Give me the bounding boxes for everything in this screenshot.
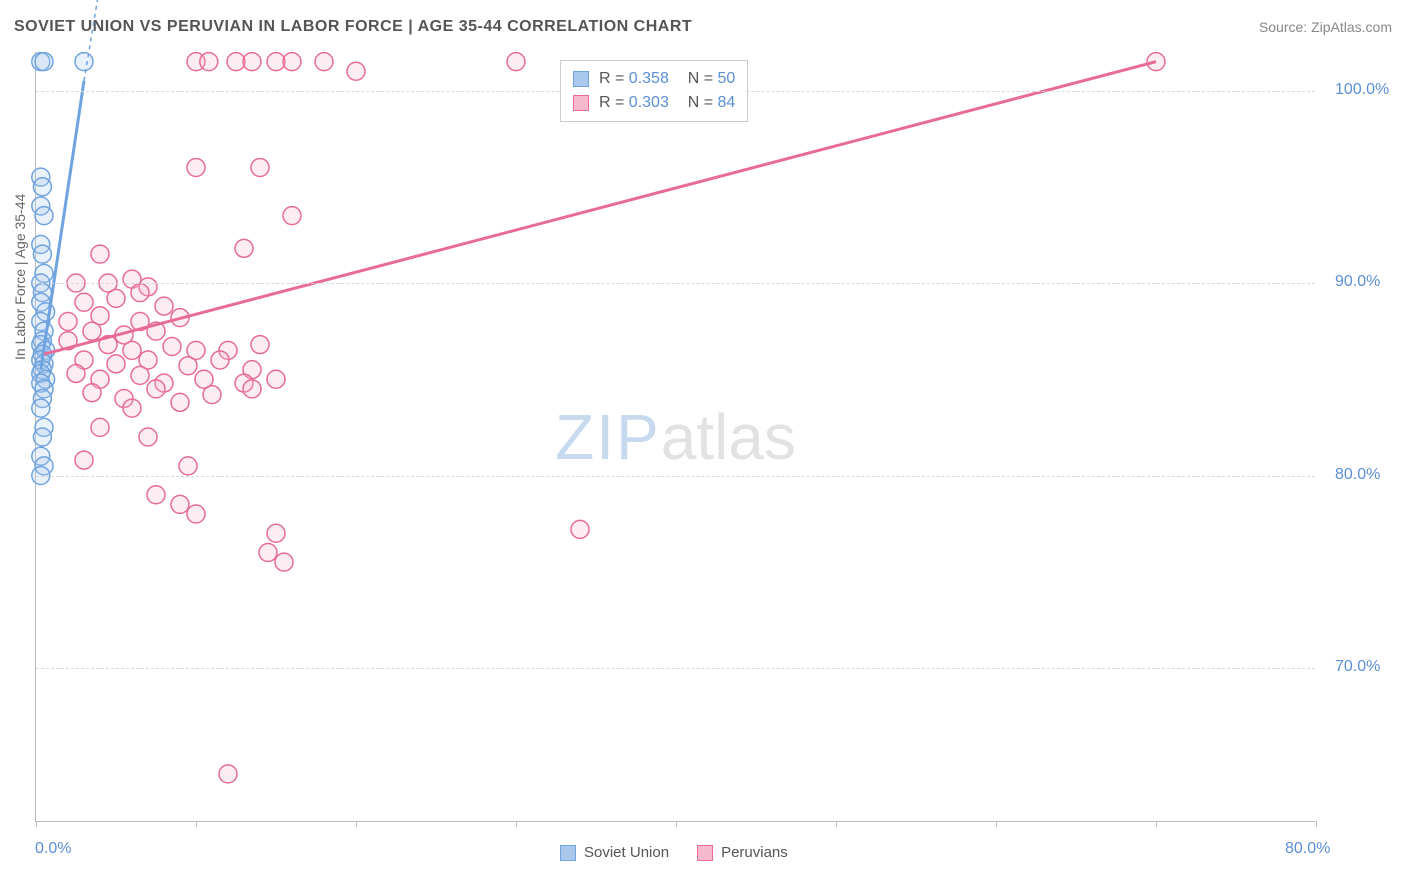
data-point [67, 364, 85, 382]
x-tick [676, 821, 677, 827]
chart-title: SOVIET UNION VS PERUVIAN IN LABOR FORCE … [14, 18, 692, 36]
data-point [123, 341, 141, 359]
legend-series-label: Soviet Union [584, 844, 669, 861]
legend-r-label: R = 0.303 [599, 91, 669, 115]
legend-n-value: 84 [718, 94, 736, 111]
legend-series-item: Peruvians [697, 844, 788, 861]
legend-swatch [573, 71, 589, 87]
data-point [203, 386, 221, 404]
data-point [75, 53, 93, 71]
x-tick-label: 0.0% [35, 840, 71, 858]
data-point [507, 53, 525, 71]
data-point [200, 53, 218, 71]
data-point [267, 524, 285, 542]
chart-svg [36, 52, 1315, 821]
x-tick [836, 821, 837, 827]
y-tick-label: 80.0% [1335, 466, 1380, 484]
source-label: Source: ZipAtlas.com [1259, 19, 1392, 35]
chart-container: SOVIET UNION VS PERUVIAN IN LABOR FORCE … [0, 0, 1406, 892]
x-tick [36, 821, 37, 827]
data-point [315, 53, 333, 71]
data-point [251, 159, 269, 177]
data-point [571, 520, 589, 538]
legend-stats-row: R = 0.303 N = 84 [573, 91, 735, 115]
data-point [107, 289, 125, 307]
data-point [147, 380, 165, 398]
data-point [283, 53, 301, 71]
x-tick [356, 821, 357, 827]
data-point [131, 366, 149, 384]
legend-stats: R = 0.358 N = 50R = 0.303 N = 84 [560, 60, 748, 122]
data-point [83, 384, 101, 402]
gridline [36, 668, 1315, 669]
legend-n-label: N = 50 [679, 67, 735, 91]
data-point [35, 53, 53, 71]
data-point [267, 370, 285, 388]
y-tick-label: 100.0% [1335, 81, 1389, 99]
data-point [75, 293, 93, 311]
data-point [163, 338, 181, 356]
data-point [123, 399, 141, 417]
data-point [283, 207, 301, 225]
data-point [243, 380, 261, 398]
legend-series-item: Soviet Union [560, 844, 669, 861]
data-point [83, 322, 101, 340]
data-point [91, 245, 109, 263]
legend-swatch [697, 845, 713, 861]
data-point [171, 495, 189, 513]
x-tick [1316, 821, 1317, 827]
legend-swatch [573, 95, 589, 111]
legend-series-label: Peruvians [721, 844, 788, 861]
y-tick-label: 70.0% [1335, 658, 1380, 676]
gridline [36, 476, 1315, 477]
data-point [187, 159, 205, 177]
legend-swatch [560, 845, 576, 861]
data-point [147, 486, 165, 504]
data-point [107, 355, 125, 373]
legend-stats-row: R = 0.358 N = 50 [573, 67, 735, 91]
data-point [33, 428, 51, 446]
legend-r-value: 0.358 [629, 70, 669, 87]
data-point [32, 399, 50, 417]
data-point [251, 336, 269, 354]
data-point [179, 457, 197, 475]
x-tick [516, 821, 517, 827]
x-tick-label: 80.0% [1285, 840, 1330, 858]
data-point [347, 62, 365, 80]
y-axis-label: In Labor Force | Age 35-44 [12, 194, 28, 360]
data-point [187, 505, 205, 523]
data-point [59, 313, 77, 331]
y-tick-label: 90.0% [1335, 273, 1380, 291]
x-tick [1156, 821, 1157, 827]
data-point [211, 351, 229, 369]
title-bar: SOVIET UNION VS PERUVIAN IN LABOR FORCE … [14, 18, 1392, 36]
data-point [155, 297, 173, 315]
data-point [139, 428, 157, 446]
data-point [219, 765, 237, 783]
data-point [91, 418, 109, 436]
x-tick [196, 821, 197, 827]
legend-series: Soviet Union Peruvians [560, 844, 788, 861]
data-point [179, 357, 197, 375]
data-point [243, 53, 261, 71]
legend-n-label: N = 84 [679, 91, 735, 115]
gridline [36, 283, 1315, 284]
data-point [33, 245, 51, 263]
data-point [75, 451, 93, 469]
data-point [131, 284, 149, 302]
legend-n-value: 50 [718, 70, 736, 87]
legend-r-value: 0.303 [629, 94, 669, 111]
data-point [235, 239, 253, 257]
legend-r-label: R = 0.358 [599, 67, 669, 91]
data-point [33, 178, 51, 196]
data-point [35, 207, 53, 225]
x-tick [996, 821, 997, 827]
data-point [171, 393, 189, 411]
data-point [275, 553, 293, 571]
data-point [259, 544, 277, 562]
plot-area: ZIPatlas [35, 52, 1315, 822]
